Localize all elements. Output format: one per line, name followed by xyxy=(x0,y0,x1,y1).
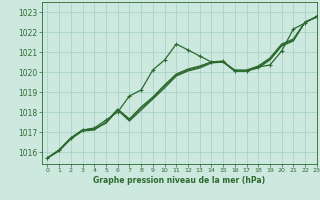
X-axis label: Graphe pression niveau de la mer (hPa): Graphe pression niveau de la mer (hPa) xyxy=(93,176,265,185)
